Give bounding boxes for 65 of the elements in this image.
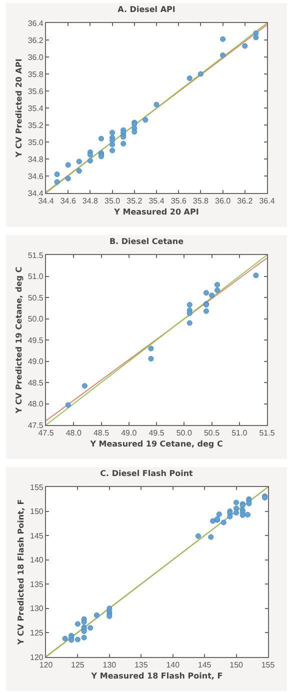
y-tick-label: 48.5 [28, 378, 44, 388]
x-tick-label: 155 [261, 660, 276, 670]
x-tick-label: 135 [134, 660, 148, 670]
x-tick-label: 34.4 [38, 196, 54, 206]
y-tick-label: 34.4 [28, 188, 44, 198]
x-tick-label: 120 [39, 660, 54, 670]
y-tick-label: 35.8 [28, 70, 44, 79]
y-tick-label: 36.2 [28, 36, 44, 45]
y-tick-label: 47.5 [28, 420, 44, 430]
y-axis-title: Y CV Predicted 18 Flash Point, F [16, 499, 26, 646]
x-tick-label: 49.0 [121, 428, 138, 438]
y-tick-label: 135 [30, 580, 44, 589]
x-tick-label: 35.2 [126, 196, 143, 206]
y-tick-label: 49.5 [28, 336, 44, 345]
x-axis-title: Y Measured 19 Cetane, deg C [89, 440, 223, 449]
y-tick-label: 35.0 [28, 138, 44, 147]
x-tick-label: 36.2 [237, 196, 254, 206]
y-tick-label: 35.2 [28, 120, 44, 130]
x-axis-title: Y Measured 18 Flash Point, F [90, 672, 223, 681]
x-tick-label: 140 [166, 660, 180, 670]
x-tick-label: 35.8 [192, 196, 210, 206]
x-tick-label: 51.5 [259, 428, 276, 438]
x-axis-title: Y Measured 20 API [113, 208, 199, 217]
y-tick-label: 50.5 [28, 293, 44, 302]
x-tick-label: 47.5 [38, 428, 54, 438]
y-tick-label: 48.0 [28, 400, 44, 409]
y-tick-label: 130 [30, 604, 44, 614]
y-tick-label: 35.4 [28, 104, 44, 113]
y-tick-label: 36.4 [28, 18, 44, 28]
y-tick-label: 145 [30, 531, 44, 540]
y-tick-label: 120 [30, 652, 44, 662]
chart-title: A. Diesel API [118, 4, 176, 14]
y-tick-label: 150 [30, 507, 44, 516]
x-tick-label: 35.6 [170, 196, 187, 206]
y-tick-label: 125 [30, 628, 44, 638]
y-axis-title: Y CV Predicted 20 API [14, 58, 24, 158]
x-tick-label: 130 [102, 660, 117, 670]
x-tick-label: 48.0 [66, 428, 82, 438]
y-tick-label: 50.0 [28, 314, 44, 324]
x-tick-label: 36.4 [259, 196, 276, 206]
x-tick-label: 50.5 [204, 428, 220, 438]
y-tick-label: 155 [30, 482, 44, 492]
y-tick-label: 140 [30, 556, 44, 565]
y-tick-label: 35.6 [28, 86, 44, 96]
x-tick-label: 150 [230, 660, 244, 670]
y-tick-label: 49.0 [28, 357, 44, 366]
x-tick-label: 51.0 [232, 428, 248, 438]
y-tick-label: 36.0 [28, 52, 44, 62]
x-tick-label: 34.6 [60, 196, 76, 206]
y-axis-title: Y CV Predicted 19 Cetane, deg C [14, 266, 24, 414]
y-tick-label: 34.8 [28, 154, 44, 164]
x-tick-label: 145 [198, 660, 212, 670]
chart-title: C. Diesel Flash Point [100, 468, 194, 478]
chart-title: B. Diesel Cetane [109, 236, 184, 246]
y-tick-label: 51.0 [28, 272, 44, 282]
x-tick-label: 34.8 [82, 196, 99, 206]
x-tick-label: 35.4 [148, 196, 165, 206]
y-tick-label: 51.5 [28, 250, 44, 260]
x-tick-label: 125 [71, 660, 85, 670]
x-tick-label: 50.0 [176, 428, 192, 438]
y-tick-label: 34.6 [28, 172, 44, 181]
x-tick-label: 35.0 [104, 196, 121, 206]
x-tick-label: 48.5 [93, 428, 110, 438]
x-tick-label: 49.5 [148, 428, 165, 438]
x-tick-label: 36.0 [215, 196, 232, 206]
